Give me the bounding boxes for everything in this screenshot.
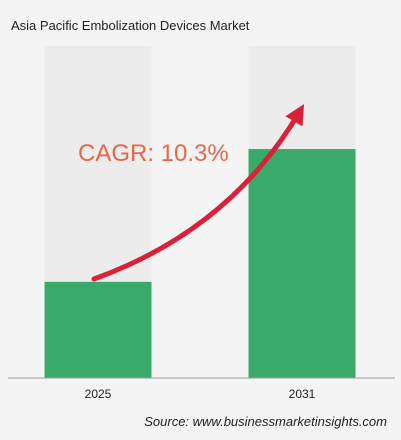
x-tick-label-2031: 2031 [289,387,316,401]
chart-title: Asia Pacific Embolization Devices Market [11,18,250,33]
bar-2025 [44,281,152,378]
source-note: Source: www.businessmarketinsights.com [144,414,387,429]
bar-2031 [248,149,356,378]
cagr-arrow [91,104,305,282]
x-tick-label-2025: 2025 [85,387,112,401]
cagr-annotation: CAGR: 10.3% [78,140,229,167]
